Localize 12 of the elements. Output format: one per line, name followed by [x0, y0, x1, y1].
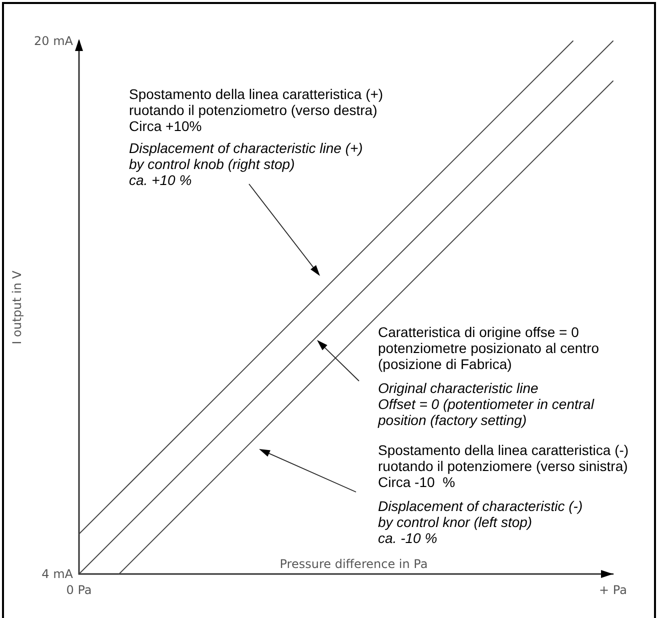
- annotation: Displacement of characteristic (-) by control knor (left stop) ca. -10 %: [378, 498, 583, 546]
- y-tick-label: 4 mA: [42, 567, 74, 581]
- annotation: Original characteristic line Offset = 0 (potentiometer in central position (factory setting): [377, 380, 595, 428]
- y-tick-label: 20 mA: [34, 34, 74, 48]
- annotation: Spostamento della linea caratteristica (-) ruotando il potenziomere (verso sinistra) Circa -10 %: [378, 442, 629, 490]
- x-tick-label: + Pa: [599, 583, 627, 597]
- x-axis-title: Pressure difference in Pa: [280, 557, 428, 571]
- annotation: Spostamento della linea caratteristica (+) ruotando il potenziometro (verso destra) Circa +10%: [129, 86, 384, 134]
- annotation: Displacement of characteristic line (+) by control knob (right stop) ca. +10 %: [129, 140, 363, 188]
- x-tick-label: 0 Pa: [66, 583, 92, 597]
- y-axis-title: I output in V: [10, 270, 24, 344]
- annotation: Caratteristica di origine offse = 0 potenziometre posizionato al centro (posizione di Fabrica): [378, 324, 600, 372]
